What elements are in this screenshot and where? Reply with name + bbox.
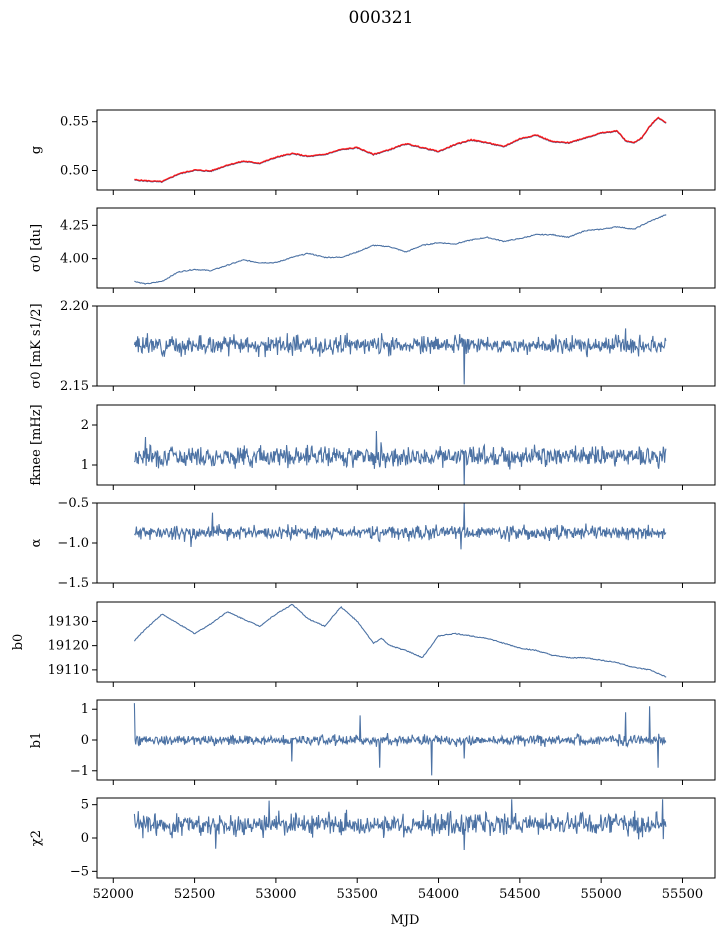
panel-frame: [96, 207, 716, 289]
y-tick-label: −1: [70, 764, 89, 779]
y-tick-label: −5: [70, 864, 89, 879]
panel-frame: [96, 305, 716, 387]
x-tick-label: 52500: [174, 887, 215, 902]
y-tick-label: 0: [81, 831, 89, 846]
x-tick-label: 54500: [499, 887, 540, 902]
y-tick-label: 2: [81, 418, 89, 433]
panel-frame: [96, 404, 716, 486]
y-tick-label: 19130: [48, 614, 89, 629]
y-tick-label: 5: [81, 798, 89, 813]
panel-fknee: 1 2 fknee [mHz]: [29, 404, 716, 490]
series-line-b1: [133, 703, 667, 776]
x-axis-label: MJD: [391, 913, 420, 928]
y-axis-label: g: [29, 146, 44, 154]
y-tick-label: 0.55: [60, 115, 89, 130]
panel-sigma0: 4.00 4.25 σ0 [du]: [29, 207, 716, 293]
y-tick-label: 19120: [48, 639, 89, 654]
panel-frame: [96, 502, 716, 584]
y-tick-label: 0.50: [60, 163, 89, 178]
panel-chi2: −5 0 5 52000 52500 53000 53500 54000 54500 55000 5…: [29, 797, 716, 902]
panel-frame: [96, 109, 716, 191]
y-tick-label: 2.15: [60, 379, 89, 394]
series-line-alpha: [133, 502, 667, 550]
panel-b1: −1 0 1 b1: [29, 699, 716, 785]
x-tick-label: 55500: [662, 887, 703, 902]
y-axis-label: α: [29, 538, 44, 547]
panel-alpha: −1.5 −1.0 −0.5 α: [29, 496, 716, 591]
x-tick-label: 52000: [93, 887, 134, 902]
y-axis-label: χ2: [29, 830, 44, 846]
panel-sigma0_mks: 2.15 2.20 σ0 [mK s1/2]: [29, 299, 716, 394]
figure-title: 000321: [349, 8, 414, 28]
y-axis-label: b1: [29, 732, 44, 749]
y-axis-label: b0: [11, 634, 26, 651]
panel-b0: 19110 19120 19130 b0: [11, 601, 716, 687]
panel-frame: [96, 601, 716, 683]
series-line-chi2: [133, 799, 667, 851]
y-tick-label: 19110: [48, 663, 89, 678]
panel-frame: [96, 699, 716, 781]
panel-g: 0.50 0.55 g: [29, 109, 716, 195]
y-axis-label: σ0 [mK s1/2]: [29, 303, 44, 388]
overlay-line-g: [134, 116, 667, 183]
panels: 0.50 0.55 g 4.00 4.25 σ0 [du] 2.15 2.20 σ0 [mK s…: [11, 109, 716, 902]
y-tick-label: 2.20: [60, 299, 89, 314]
y-tick-label: 0: [81, 733, 89, 748]
y-tick-label: 4.25: [60, 218, 89, 233]
x-tick-label: 53000: [255, 887, 296, 902]
series-line-sigma0: [134, 214, 667, 285]
y-tick-label: −0.5: [57, 496, 89, 511]
x-tick-label: 55000: [580, 887, 621, 902]
series-line-b0: [133, 603, 667, 678]
x-tick-label: 53500: [337, 887, 378, 902]
y-tick-label: −1.0: [57, 536, 89, 551]
y-axis-label: σ0 [du]: [29, 224, 44, 272]
y-tick-label: −1.5: [57, 576, 89, 591]
series-line-g: [134, 117, 667, 184]
series-line-fknee: [133, 430, 667, 486]
series-line-sigma0_mks: [133, 328, 667, 385]
y-tick-label: 1: [81, 702, 89, 717]
y-tick-label: 4.00: [60, 252, 89, 267]
panel-frame: [96, 797, 716, 879]
x-tick-label: 54000: [418, 887, 459, 902]
y-axis-label: fknee [mHz]: [29, 404, 44, 485]
y-tick-label: 1: [81, 458, 89, 473]
